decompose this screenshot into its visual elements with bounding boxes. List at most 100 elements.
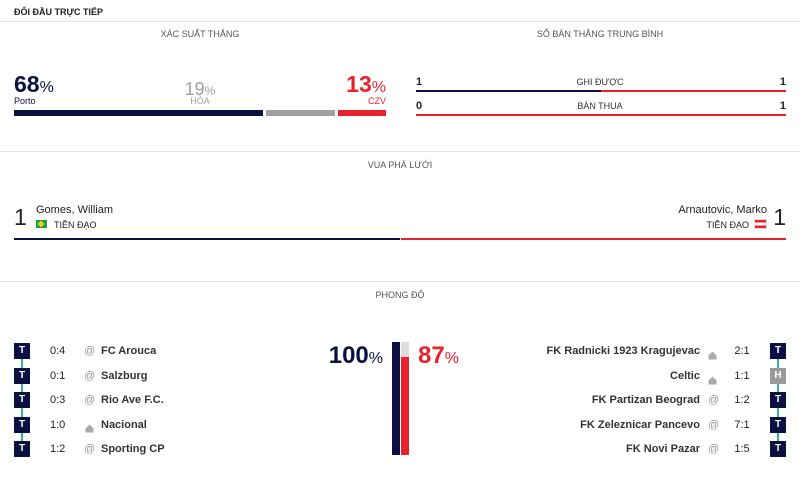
away-goals-bar [416,114,786,116]
away-scorer-goals: 1 [773,204,786,230]
away-probability: 13% [346,71,386,98]
connector [777,383,779,392]
away-goals: 1 [779,100,786,112]
opponent: Celtic [670,369,700,382]
connector [21,359,23,368]
divider [0,281,800,282]
opponent: Nacional [101,418,147,431]
unit: % [204,84,216,98]
opponent: FK Radnicki 1923 Kragujevac [546,345,700,357]
opponent: Sporting CP [101,443,165,455]
probability-bar [338,110,386,116]
divider [0,151,800,152]
draw-probability: 19% [150,79,250,100]
result-badge: T [14,416,30,433]
home-icon [708,372,717,384]
value: 68 [14,71,40,97]
home-scorer-goals: 1 [14,204,27,230]
unit: % [371,79,386,96]
opponent: Rio Ave F.C. [101,394,164,406]
result-badge: T [14,441,30,457]
away-mark: @ [708,443,720,455]
flag [754,219,767,229]
home-goals-bar [416,90,601,92]
connector [777,359,779,368]
result-badge: T [770,416,786,433]
draw-label: HÒA [190,96,210,106]
result-badge: T [14,367,30,384]
opponent: FC Arouca [101,345,157,357]
score: 2:1 [734,345,750,357]
home-icon [708,347,717,360]
score: 1:5 [734,443,750,455]
result-badge: T [770,392,786,408]
connector [21,408,23,417]
score: 0:3 [50,394,66,406]
home-icon [85,420,94,432]
header-title: ĐỐI ĐẦU TRỰC TIẾP [14,7,103,17]
away-goals-bar [601,90,786,92]
connector [777,408,779,417]
form-bar [392,342,400,455]
home-scorer-name: Gomes, William [36,204,114,216]
value: 13 [346,71,372,97]
score: 0:4 [50,345,66,357]
unit: % [444,350,459,367]
result-badge: T [14,392,30,408]
score: 0:1 [50,369,66,382]
score: 1:1 [734,369,750,382]
scorer-bar [14,238,400,240]
unit: % [39,79,54,96]
house [708,376,717,384]
away-mark: @ [708,394,720,406]
away-mark: @ [84,394,96,406]
away-mark: @ [84,345,96,357]
away-scorer-name: Arnautovic, Marko [678,204,767,216]
connector [777,432,779,441]
home-goals: 1 [416,76,423,88]
score: 7:1 [734,418,750,431]
away-scorer-position: TIỀN ĐẠO [706,220,749,230]
scorer-bar [401,238,786,240]
form-bar [401,356,409,455]
house [85,424,94,432]
result-badge: T [770,441,786,457]
away-mark: @ [84,443,96,455]
value: 87 [418,342,445,369]
opponent: Salzburg [101,369,148,382]
unit: % [368,350,383,367]
section-title: XÁC SUẤT THẮNG [160,29,240,39]
score: 1:2 [50,443,66,455]
opponent: FK Partizan Beograd [591,394,700,406]
away-mark: @ [708,418,720,431]
home-probability: 68% [14,71,54,98]
away-label: CZV [368,96,386,106]
connector [21,432,23,441]
away-form-percent: 87% [418,342,459,370]
home-goals: 0 [416,100,423,112]
section-title: SỐ BÀN THẮNG TRUNG BÌNH [536,29,664,39]
probability-bar [14,110,263,116]
home-form-percent: 100% [329,342,383,370]
away-goals: 1 [779,76,786,88]
opponent: FK Novi Pazar [626,443,700,455]
connector [21,383,23,392]
house [708,351,717,360]
score: 1:2 [734,394,750,406]
section-title: VUA PHÁ LƯỚI [367,160,433,170]
result-badge: T [14,343,30,359]
score: 1:0 [50,418,66,431]
home-scorer-position: TIỀN ĐẠO [54,220,97,230]
row-label: GHI ĐƯỢC [576,77,624,87]
value: 100 [328,342,369,369]
probability-bar [265,110,336,116]
away-mark: @ [84,369,96,382]
result-badge: T [770,343,786,359]
row-label: BÀN THUA [577,101,623,111]
opponent: FK Zeleznicar Pancevo [580,418,700,431]
flag [36,220,47,228]
home-label: Porto [14,96,36,106]
divider [0,21,800,22]
value: 19 [184,79,205,99]
